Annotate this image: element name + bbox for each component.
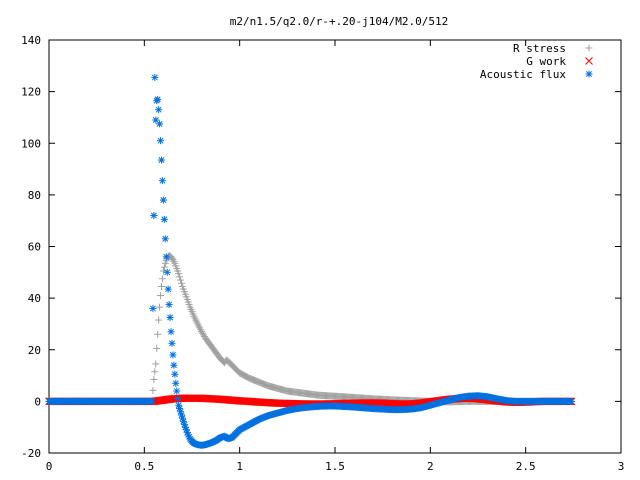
axis-ticks: 0 0.5 1 1.5 2 2.5 3 -20 0 20 40 60 80 100 120 140	[21, 34, 624, 473]
y-tick-label: 140	[21, 34, 41, 47]
data-point	[164, 285, 172, 293]
plot-frame	[48, 39, 622, 454]
y-tick-label: 60	[28, 241, 41, 254]
data-point	[151, 368, 159, 376]
data-point	[159, 196, 167, 204]
x-tick-label: 3	[618, 460, 625, 473]
data-point	[151, 73, 159, 81]
data-point	[157, 137, 165, 145]
x-tick-label: 2	[427, 460, 434, 473]
data-point	[168, 339, 176, 347]
data-point	[167, 328, 175, 336]
data-point	[160, 263, 168, 271]
y-tick-label: -20	[21, 447, 41, 460]
data-point	[157, 292, 165, 300]
series-r-stress	[45, 252, 575, 406]
data-point	[150, 212, 158, 220]
data-point	[171, 370, 179, 378]
data-point	[156, 303, 164, 311]
data-point	[162, 253, 170, 261]
data-point	[567, 397, 575, 405]
data-point	[161, 235, 169, 243]
legend-marker	[585, 70, 593, 78]
data-point	[155, 316, 163, 324]
data-point	[160, 215, 168, 223]
y-tick-label: 100	[21, 137, 41, 150]
data-point	[152, 360, 160, 368]
data-point	[158, 177, 166, 185]
data-point	[177, 276, 185, 284]
x-tick-label: 0.5	[134, 460, 154, 473]
data-point	[157, 156, 165, 164]
legend-label: R stress	[513, 42, 566, 55]
y-tick-label: 0	[34, 395, 41, 408]
data-point	[149, 386, 157, 394]
data-point	[166, 313, 174, 321]
legend-marker	[585, 57, 593, 65]
data-point	[180, 421, 188, 429]
y-tick-label: 40	[28, 292, 41, 305]
data-point	[179, 417, 187, 425]
x-tick-label: 1.5	[325, 460, 345, 473]
data-point	[154, 95, 162, 103]
data-point	[174, 395, 182, 403]
data-point	[170, 361, 178, 369]
data-point	[155, 106, 163, 114]
x-tick-label: 0	[46, 460, 53, 473]
y-tick-label: 80	[28, 189, 41, 202]
data-point	[169, 351, 177, 359]
chart-title: m2/n1.5/q2.0/r-+.20-j104/M2.0/512	[230, 15, 449, 28]
legend-marker	[585, 44, 593, 52]
data-point	[173, 387, 181, 395]
data-point	[175, 270, 183, 278]
legend-label: Acoustic flux	[480, 68, 566, 81]
data-point	[150, 375, 158, 383]
data-point	[178, 279, 186, 287]
data-point	[148, 397, 156, 405]
data-point	[172, 379, 180, 387]
data-point	[156, 120, 164, 128]
x-tick-label: 1	[236, 460, 243, 473]
series-acoustic-flux	[45, 73, 575, 449]
data-point	[176, 273, 184, 281]
data-point	[153, 344, 161, 352]
x-tick-label: 2.5	[516, 460, 536, 473]
data-point	[163, 268, 171, 276]
data-point	[158, 275, 166, 283]
y-tick-label: 20	[28, 344, 41, 357]
y-tick-label: 120	[21, 86, 41, 99]
series-layer	[45, 73, 576, 449]
legend-label: G work	[526, 55, 566, 68]
data-point	[165, 301, 173, 309]
data-point	[149, 304, 157, 312]
data-point	[154, 330, 162, 338]
data-point	[157, 283, 165, 291]
